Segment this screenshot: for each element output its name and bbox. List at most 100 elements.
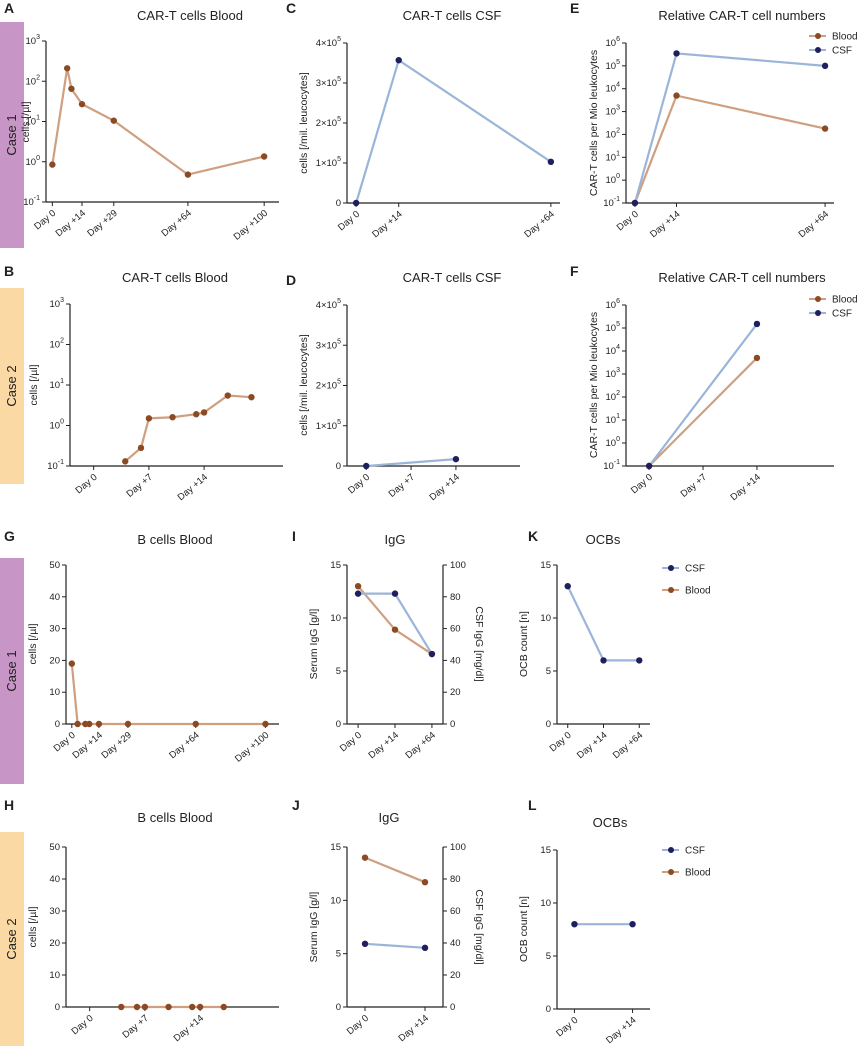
data-point-blood (63, 65, 71, 72)
chart-title: CAR-T cells Blood (122, 270, 228, 285)
legend-label: Blood (685, 586, 711, 597)
data-point-csf (629, 921, 636, 928)
y-tick-label: 10 (49, 970, 60, 981)
data-point-csf (547, 158, 555, 165)
y-tick-label: 40 (49, 874, 60, 885)
data-point-blood (68, 85, 75, 92)
legend-label: CSF (832, 309, 852, 320)
data-point-csf (421, 944, 429, 951)
x-tick-label: Day +14 (427, 472, 461, 503)
panel-letter: I (292, 528, 296, 544)
y-tick-label: 0 (546, 719, 551, 730)
y-axis-label: CAR-T cells per Mio leukocytes (588, 312, 600, 458)
legend-label: CSF (832, 46, 852, 57)
data-point-blood (220, 1003, 227, 1011)
data-point-blood (118, 1003, 125, 1011)
y-tick-label: 15 (330, 560, 341, 571)
y-tick-label: 0 (55, 719, 60, 730)
panel-i: I IgG 0 5 10 15 0 20 40 60 80 100 Day 0 Day +14 Day +6… (292, 528, 485, 761)
x-tick-label: Day 0 (32, 208, 58, 232)
data-point-blood (133, 1003, 141, 1011)
y-tick-label-right: 100 (450, 842, 466, 853)
data-point-csf (391, 590, 399, 597)
y-axis-label: cells [/mil. leucocytes] (298, 72, 310, 174)
y-tick-label: 30 (49, 906, 60, 917)
x-tick-label: Day +7 (124, 472, 154, 500)
y-tick-label: 40 (49, 592, 60, 603)
data-point-blood (95, 720, 103, 728)
y-tick-label: 100 (26, 155, 41, 168)
y-tick-label: 2×105 (316, 379, 341, 392)
data-point-blood (200, 409, 208, 416)
x-tick-label: Day 0 (338, 730, 364, 754)
data-point-blood (184, 171, 192, 178)
legend-label: Blood (832, 295, 858, 306)
y-tick-label: 10-1 (603, 196, 620, 209)
x-tick-label: Day 0 (629, 472, 655, 496)
chart-title: OCBs (586, 532, 621, 547)
y-axis-label: cells [/mil. leucocytes] (298, 334, 310, 436)
y-tick-label: 0 (336, 719, 341, 730)
x-tick-label: Day +100 (233, 730, 271, 765)
data-point-blood (821, 125, 829, 132)
data-point-blood (196, 1003, 204, 1011)
legend-swatch-dot (815, 33, 821, 39)
y-tick-label: 15 (540, 560, 551, 571)
data-point-blood (224, 392, 231, 399)
y-tick-label: 3×105 (316, 76, 341, 89)
y-axis-label: Serum IgG [g/l] (308, 609, 320, 680)
panel-f: F Relative CAR-T cell numbers 10-1 100 101 10… (570, 263, 858, 503)
x-tick-label: Day +14 (70, 730, 104, 761)
chart-title: IgG (379, 810, 400, 825)
y-tick-label: 102 (606, 390, 621, 403)
y-tick-label: 100 (606, 436, 621, 449)
data-point-csf (571, 921, 578, 928)
data-point-csf (564, 583, 571, 590)
data-point-csf (600, 657, 607, 664)
y-tick-label: 0 (546, 1004, 551, 1015)
y-tick-label: 104 (606, 82, 621, 95)
y-axis-label: CAR-T cells per Mio leukocytes (588, 50, 600, 196)
panel-letter: C (286, 0, 296, 16)
chart-title: CAR-T cells Blood (137, 8, 243, 23)
case1-label-bottom: Case 1 (4, 650, 19, 691)
y-tick-label: 15 (540, 845, 551, 856)
x-tick-label: Day +64 (167, 730, 201, 761)
legend-swatch-dot (815, 296, 821, 302)
panel-letter: J (292, 797, 300, 813)
y-tick-label: 10-1 (23, 195, 40, 208)
data-point-blood (141, 1003, 149, 1011)
data-point-csf (636, 657, 643, 664)
x-tick-label: Day 0 (615, 209, 641, 233)
y-tick-label: 2×105 (316, 116, 341, 129)
x-tick-label: Day 0 (548, 730, 574, 754)
y-tick-label: 101 (606, 150, 621, 163)
y-tick-label-right: 60 (450, 624, 461, 635)
legend-swatch-dot (668, 869, 674, 875)
x-tick-label: Day +64 (611, 730, 645, 761)
data-point-csf (753, 320, 761, 328)
chart-title: B cells Blood (137, 810, 212, 825)
panel-letter: L (528, 797, 537, 813)
chart-title: CAR-T cells CSF (403, 270, 502, 285)
x-tick-label: Day +14 (604, 1015, 638, 1046)
y-tick-label-right: 80 (450, 592, 461, 603)
y-tick-label: 5 (336, 666, 341, 677)
y-tick-label: 0 (336, 461, 341, 472)
y-tick-label: 0 (336, 198, 341, 209)
x-tick-label: Day 0 (346, 472, 372, 496)
x-tick-label: Day +29 (85, 208, 119, 239)
data-point-blood (137, 444, 145, 452)
legend-swatch-dot (668, 587, 674, 593)
y-tick-label: 5 (546, 951, 551, 962)
x-tick-label: Day +64 (797, 209, 831, 240)
y-tick-label-right: 100 (450, 560, 466, 571)
panel-j: J IgG 0 5 10 15 0 20 40 60 80 100 Day 0 Day +14 Serum … (292, 797, 485, 1044)
y-tick-label: 100 (50, 419, 65, 432)
panel-letter: D (286, 272, 296, 288)
y-tick-label: 100 (606, 173, 621, 186)
y-tick-label: 3×105 (316, 338, 341, 351)
